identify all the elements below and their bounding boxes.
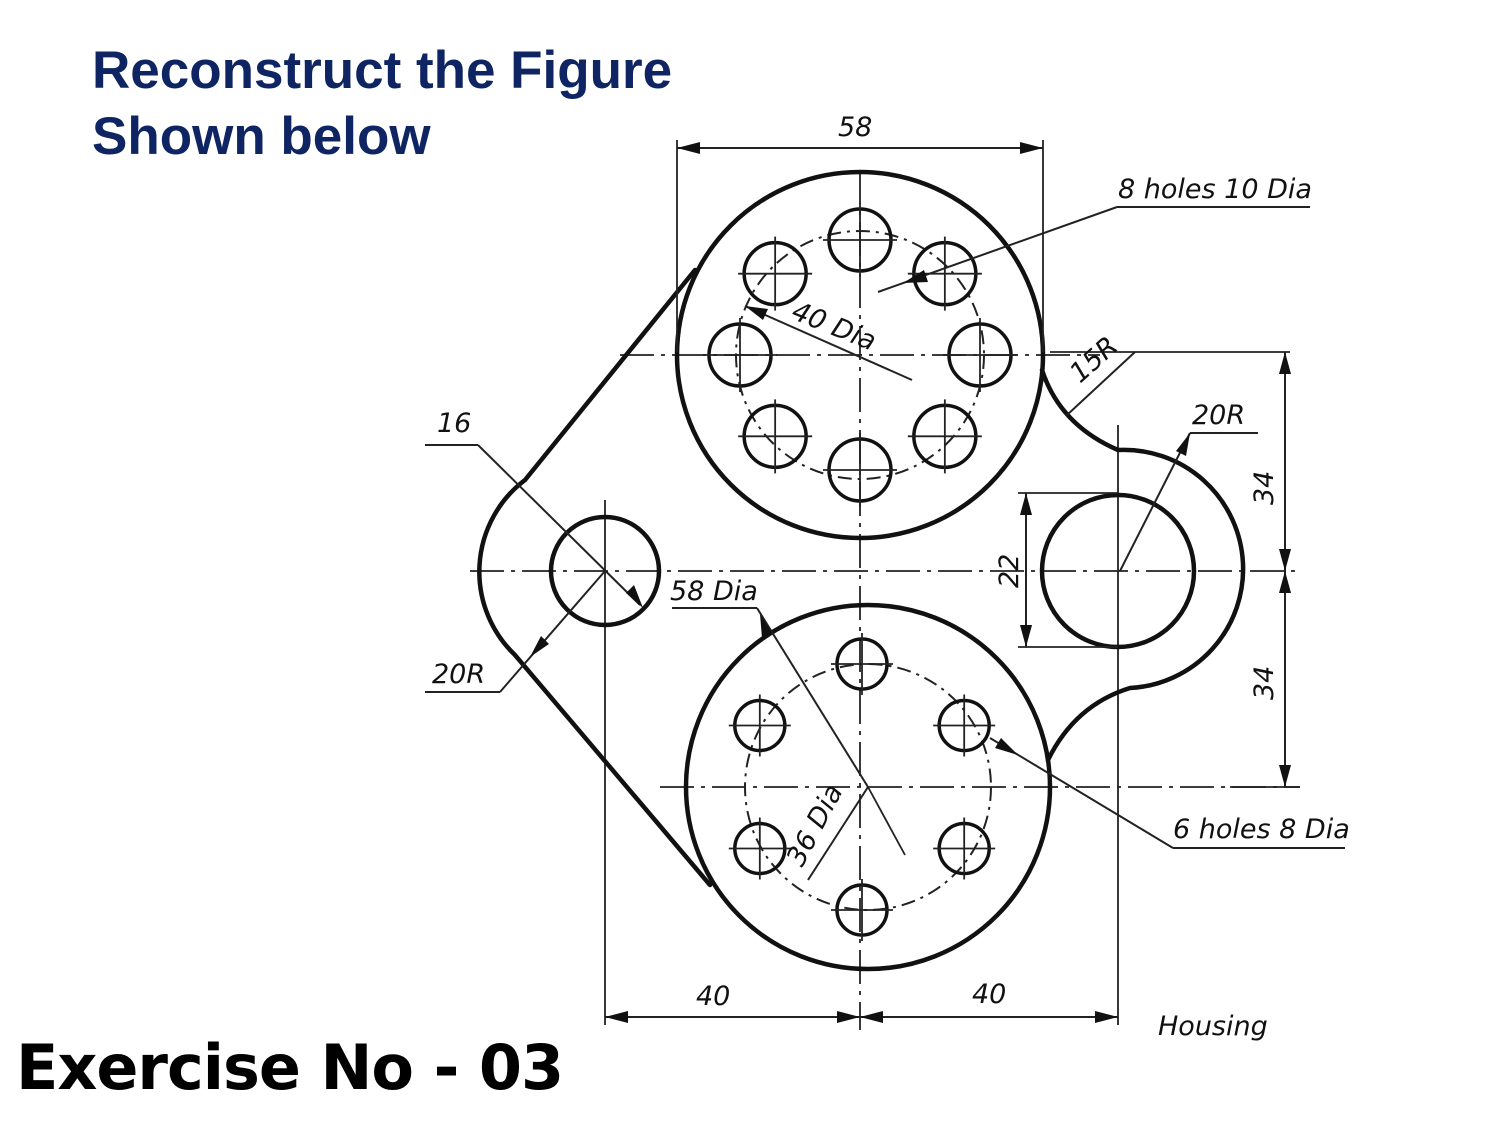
bottom-left-width-label: 40 [696,981,730,1012]
bottom-bolt-hole [728,694,791,757]
top-width-arrow-right [1020,142,1043,154]
right-hole-arrow-bottom [1020,625,1032,647]
right-radius-leader [1119,432,1191,572]
left-radius-leader [499,570,606,693]
right-radius-arrow [1176,433,1190,456]
bottom-boss-leader [756,607,869,788]
bottom-pcd-radial [867,786,906,856]
right-dim-arrow-bottom [1279,765,1291,787]
top-bolt-hole [943,318,1017,392]
bottom-holes-label: 6 holes 8 Dia [1173,814,1350,845]
bottom-bolt-hole [831,633,893,695]
bottom-width-arrow-left [605,1011,628,1023]
top-boss-outline [674,169,1046,541]
right-dim-arrow-mid-up [1279,549,1291,571]
slide-title: Reconstruct the Figure Shown below [92,38,672,170]
drawing-caption: Housing [1158,1011,1268,1042]
top-bolt-hole [703,318,777,392]
bottom-pcd-label: 36 Dia [781,779,850,871]
bottom-bolt-hole [831,879,893,941]
right-lower-height-label: 34 [1249,666,1280,700]
top-pcd-label: 40 Dia [787,296,880,358]
left-radius-arrow [530,636,549,657]
top-holes-leader-arrow [903,270,928,283]
bottom-holes-arrow [995,738,1018,755]
top-pcd-leader [744,305,913,381]
left-hole-leader [477,444,641,606]
title-line-1: Reconstruct the Figure [92,41,673,100]
bottom-bolt-hole [933,694,996,757]
bottom-bolt-hole [728,817,791,880]
bottom-holes-leader [989,737,1174,849]
top-bolt-hole [823,433,897,507]
right-lobe-profile [1039,367,1246,763]
top-bolt-hole [823,203,897,277]
top-width-label: 58 [838,112,872,143]
dimension-lines [425,140,1345,1023]
bottom-width-arrow-right [1095,1011,1118,1023]
bottom-pitch-circle [744,663,992,911]
bottom-pcd-leader [807,786,869,881]
top-bolt-hole [907,399,982,474]
top-bolt-hole [738,399,813,474]
bottom-width-arrow-mid-left [837,1011,860,1023]
bottom-boss-outline [683,602,1053,972]
exercise-label: Exercise No - 03 [16,1031,564,1104]
title-line-2: Shown below [92,107,431,166]
left-radius-label: 20R [432,659,485,690]
top-bolt-hole [738,236,813,311]
left-hole-arrow [626,585,643,608]
bottom-boss-arrow [760,614,772,638]
top-pcd-arrow [745,306,768,320]
right-dim-arrow-mid-down [1279,571,1291,593]
right-dim-arrow-top [1279,352,1291,374]
top-holes-label: 8 holes 10 Dia [1118,174,1312,205]
left-lobe-profile [477,267,713,888]
bottom-width-arrow-mid-right [860,1011,883,1023]
fillet-leader [1066,351,1136,416]
right-upper-height-label: 34 [1249,471,1280,505]
bottom-bolt-holes [728,633,996,941]
top-width-arrow-left [677,142,700,154]
left-hole [548,514,662,628]
bottom-bolt-hole [933,817,996,880]
right-hole-arrow-top [1020,493,1032,515]
bottom-right-width-label: 40 [972,979,1006,1010]
dimension-labels: 58 8 holes 10 Dia 40 Dia 15R 20R 34 34 1… [432,112,1350,1042]
fillet-label: 15R [1064,331,1124,390]
right-hole-height-label: 22 [994,554,1025,588]
left-hole-width-label: 16 [437,408,471,439]
outer-profile [477,169,1246,972]
right-radius-label: 20R [1192,400,1245,431]
bottom-boss-dia-label: 58 Dia [670,576,758,607]
